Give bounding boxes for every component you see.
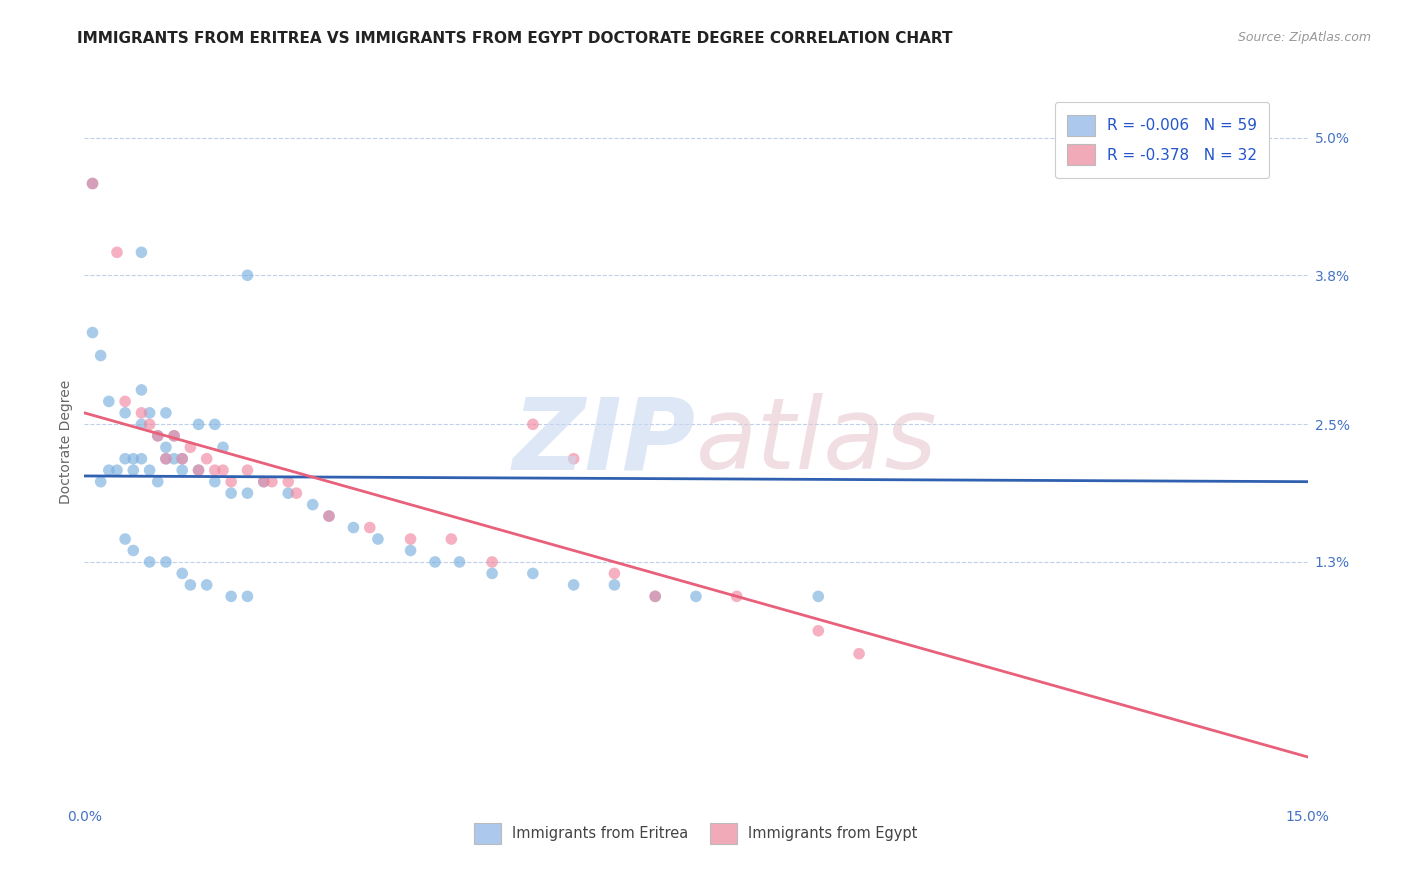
Text: IMMIGRANTS FROM ERITREA VS IMMIGRANTS FROM EGYPT DOCTORATE DEGREE CORRELATION CH: IMMIGRANTS FROM ERITREA VS IMMIGRANTS FR… [77, 31, 953, 46]
Point [90, 475, 112, 489]
Point [318, 509, 340, 524]
Point [146, 429, 169, 443]
Point [105, 245, 128, 260]
Point [179, 440, 201, 454]
Point [342, 520, 364, 534]
Point [807, 624, 830, 638]
Point [82, 326, 104, 340]
Point [236, 268, 259, 283]
Point [440, 532, 463, 546]
Point [204, 463, 226, 477]
Point [603, 566, 626, 581]
Point [603, 578, 626, 592]
Point [131, 451, 153, 466]
Point [212, 463, 235, 477]
Point [318, 509, 340, 524]
Point [212, 440, 235, 454]
Point [97, 394, 120, 409]
Point [97, 463, 120, 477]
Point [204, 417, 226, 432]
Point [195, 451, 218, 466]
Point [187, 417, 209, 432]
Point [367, 532, 389, 546]
Point [114, 394, 136, 409]
Point [562, 578, 585, 592]
Point [481, 555, 503, 569]
Point [155, 451, 177, 466]
Point [236, 463, 259, 477]
Point [122, 543, 145, 558]
Point [399, 532, 422, 546]
Point [725, 590, 748, 604]
Point [122, 463, 145, 477]
Point [163, 451, 186, 466]
Point [423, 555, 446, 569]
Point [219, 486, 242, 500]
Point [449, 555, 471, 569]
Point [146, 429, 169, 443]
Point [481, 566, 503, 581]
Point [122, 451, 145, 466]
Point [204, 475, 226, 489]
Point [172, 566, 194, 581]
Y-axis label: Doctorate Degree: Doctorate Degree [59, 379, 73, 504]
Point [277, 475, 299, 489]
Point [82, 177, 104, 191]
Point [359, 520, 381, 534]
Point [172, 451, 194, 466]
Point [131, 245, 153, 260]
Point [82, 177, 104, 191]
Point [131, 406, 153, 420]
Point [131, 417, 153, 432]
Point [644, 590, 666, 604]
Legend: Immigrants from Eritrea, Immigrants from Egypt: Immigrants from Eritrea, Immigrants from… [468, 817, 924, 850]
Point [138, 463, 160, 477]
Point [155, 451, 177, 466]
Point [236, 590, 259, 604]
Point [179, 578, 201, 592]
Point [685, 590, 707, 604]
Point [114, 406, 136, 420]
Point [848, 647, 870, 661]
Point [522, 566, 544, 581]
Point [253, 475, 276, 489]
Point [131, 383, 153, 397]
Point [114, 451, 136, 466]
Point [138, 406, 160, 420]
Point [301, 498, 323, 512]
Point [146, 475, 169, 489]
Point [277, 486, 299, 500]
Point [155, 406, 177, 420]
Point [138, 417, 160, 432]
Point [163, 429, 186, 443]
Point [522, 417, 544, 432]
Point [172, 451, 194, 466]
Point [187, 463, 209, 477]
Point [172, 463, 194, 477]
Point [219, 590, 242, 604]
Point [163, 429, 186, 443]
Point [187, 463, 209, 477]
Point [138, 555, 160, 569]
Point [644, 590, 666, 604]
Point [195, 578, 218, 592]
Point [114, 532, 136, 546]
Point [90, 349, 112, 363]
Point [807, 590, 830, 604]
Point [253, 475, 276, 489]
Point [399, 543, 422, 558]
Point [260, 475, 283, 489]
Text: Source: ZipAtlas.com: Source: ZipAtlas.com [1237, 31, 1371, 45]
Point [562, 451, 585, 466]
Point [105, 463, 128, 477]
Point [155, 440, 177, 454]
Point [219, 475, 242, 489]
Text: ZIP: ZIP [513, 393, 696, 490]
Point [236, 486, 259, 500]
Point [285, 486, 308, 500]
Point [155, 555, 177, 569]
Text: atlas: atlas [696, 393, 938, 490]
